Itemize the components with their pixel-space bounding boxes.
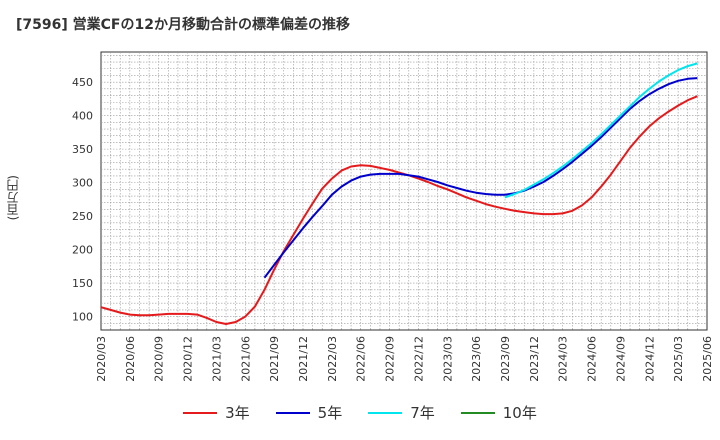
x-tick-label: 2020/06 [124, 336, 137, 382]
x-tick-label: 2024/09 [614, 336, 627, 382]
legend-item: 3年 [183, 402, 250, 423]
legend-item: 10年 [460, 402, 537, 423]
series-line-3 [504, 62, 698, 199]
y-tick-label: 200 [72, 244, 93, 257]
x-tick-label: 2023/09 [499, 336, 512, 382]
x-tick-label: 2022/03 [326, 336, 339, 382]
x-tick-label: 2024/06 [586, 336, 599, 382]
x-tick-label: 2024/03 [557, 336, 570, 382]
x-tick-label: 2020/09 [153, 336, 166, 382]
x-tick-labels: 2020/03 2020/06 2020/09 2020/12 2021/03 2021/… [95, 336, 714, 382]
plot-area [100, 51, 708, 331]
x-tick-label: 2025/06 [701, 336, 714, 382]
legend-label: 10年 [502, 404, 537, 422]
legend-label: 3年 [225, 404, 250, 422]
x-tick-label: 2020/12 [182, 336, 195, 382]
x-tick-label: 2022/12 [412, 336, 425, 382]
x-tick-label: 2021/06 [239, 336, 252, 382]
legend-swatch [460, 411, 495, 414]
legend-swatch [183, 411, 218, 414]
legend-swatch [275, 411, 310, 414]
chart-title: [7596] 営業CFの12か月移動合計の標準偏差の推移 [16, 17, 350, 33]
legend-item: 5年 [275, 402, 343, 423]
y-tick-label: 150 [72, 277, 93, 290]
x-tick-label: 2022/06 [355, 336, 368, 382]
x-tick-label: 2023/06 [470, 336, 483, 382]
x-tick-label: 2020/03 [95, 336, 108, 382]
y-tick-label: 450 [72, 76, 93, 89]
x-tick-label: 2023/12 [528, 336, 541, 382]
y-tick-label: 100 [72, 311, 93, 324]
y-tick-label: 350 [72, 143, 93, 156]
legend-label: 5年 [317, 404, 343, 422]
legend-swatch [368, 411, 403, 414]
y-tick-labels: 100 150 200 250 300 350 400 450 [72, 76, 93, 323]
x-tick-label: 2023/03 [441, 336, 454, 382]
x-tick-label: 2021/12 [297, 336, 310, 382]
legend-item: 7年 [368, 402, 435, 423]
legend: 3年 5年 7年 10年 [0, 402, 720, 423]
x-tick-label: 2021/03 [210, 336, 223, 382]
legend-label: 7年 [410, 404, 435, 422]
y-tick-label: 400 [72, 110, 93, 123]
x-tick-label: 2025/03 [672, 336, 685, 382]
x-tick-label: 2022/09 [384, 336, 397, 382]
y-tick-label: 250 [72, 210, 93, 223]
x-tick-label: 2024/12 [643, 336, 656, 382]
series-lines [100, 62, 698, 325]
series-line-2 [263, 77, 698, 279]
series-line-1 [100, 95, 698, 325]
x-tick-label: 2021/09 [268, 336, 281, 382]
y-tick-label: 300 [72, 177, 93, 190]
